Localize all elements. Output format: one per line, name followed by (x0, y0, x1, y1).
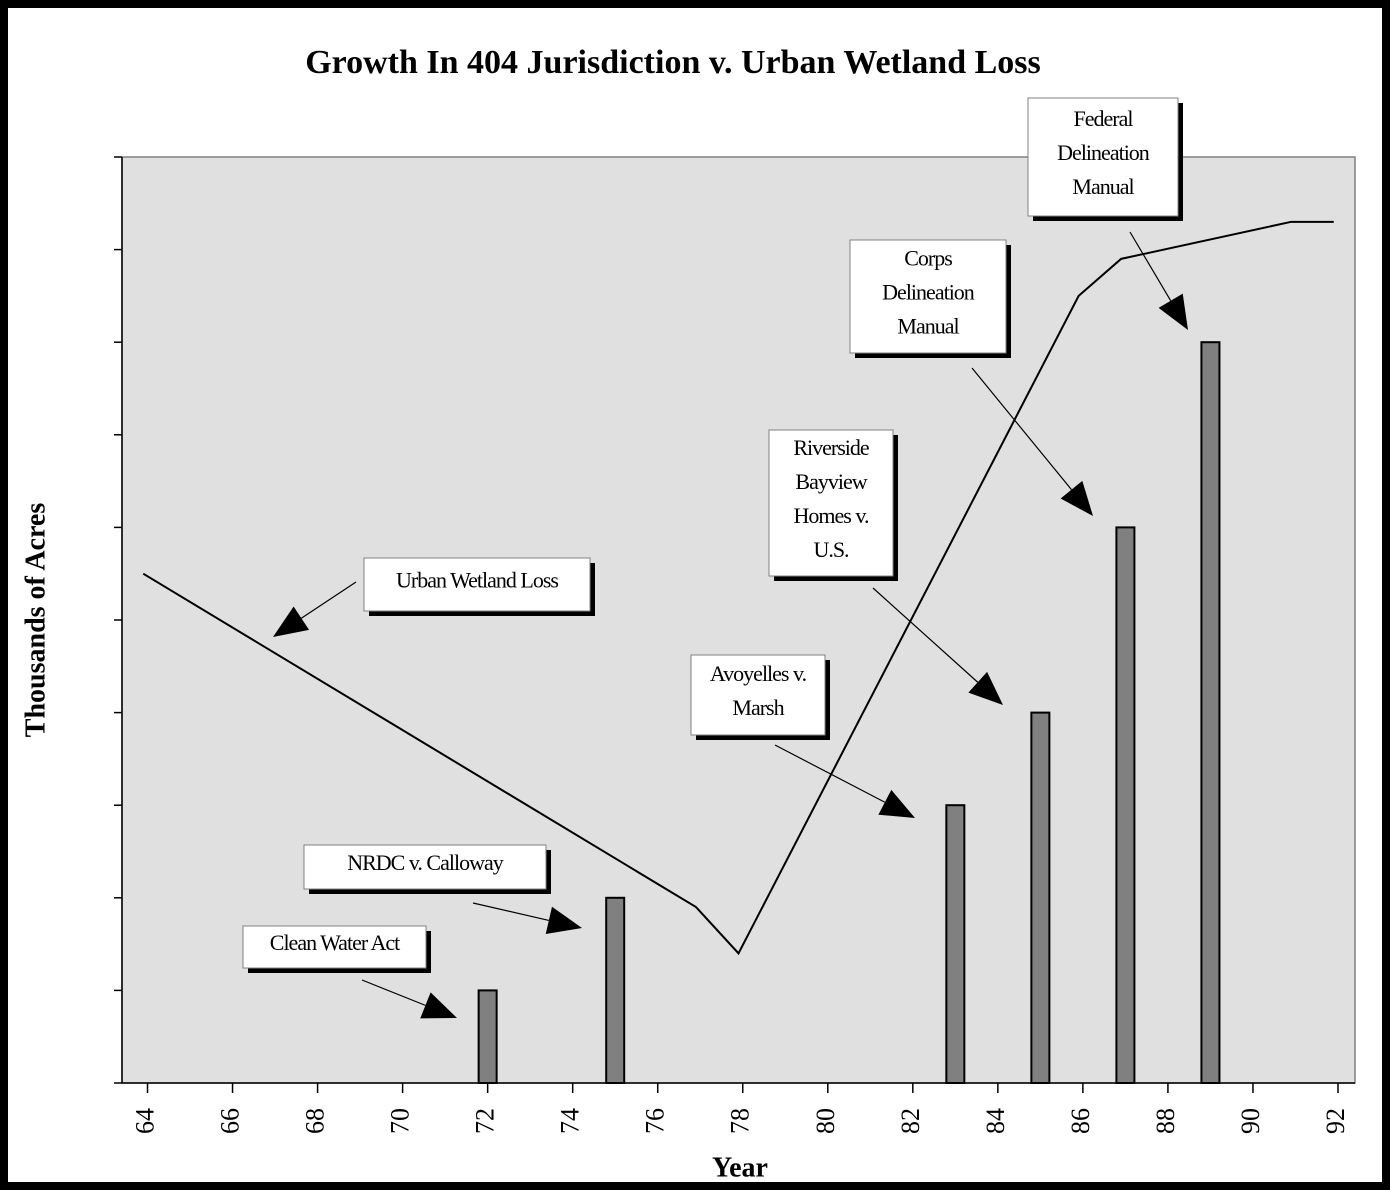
annotation-text: Homes v. (794, 503, 869, 528)
annotation-text: U.S. (813, 537, 849, 562)
x-tick-label: 64 (130, 1108, 159, 1134)
annotation-text: Delineation (1057, 140, 1150, 165)
annotation-text: Clean Water Act (270, 930, 400, 955)
x-tick-label: 76 (641, 1108, 670, 1134)
x-tick-label: 68 (301, 1108, 330, 1134)
annotation-text: Riverside (793, 435, 869, 460)
bar (1115, 526, 1136, 1084)
annotation-text: Manual (897, 314, 959, 339)
annotation-arrowhead (878, 789, 915, 818)
annotation-arrowhead (1158, 293, 1188, 330)
x-tick-label: 86 (1066, 1108, 1095, 1134)
bar (477, 989, 498, 1085)
bar (945, 804, 966, 1084)
annotation-text: Manual (1072, 174, 1134, 199)
bar (1200, 341, 1221, 1084)
x-tick-label: 72 (471, 1108, 500, 1134)
annotation-text: Federal (1074, 106, 1134, 131)
annotation-arrow (472, 902, 549, 921)
annotation-text: Avoyelles v. (710, 661, 807, 686)
annotation-arrowhead (1060, 480, 1093, 516)
x-tick-label: 92 (1321, 1108, 1350, 1134)
annotation-text: Bayview (795, 469, 867, 494)
annotation-arrowhead (420, 992, 457, 1019)
bar (605, 896, 626, 1084)
annotation-arrow (361, 979, 426, 1006)
x-axis-label: Year (712, 1152, 768, 1183)
annotation-text: Marsh (732, 695, 784, 720)
y-axis-label: Thousands of Acres (20, 503, 51, 738)
x-tick-label: 80 (811, 1108, 840, 1134)
annotation-arrow (301, 581, 357, 619)
annotation-text: Corps (904, 246, 952, 271)
annotation-box (1027, 97, 1179, 217)
annotation-box (242, 925, 427, 969)
x-tick-label: 82 (896, 1108, 925, 1134)
x-tick-label: 66 (216, 1108, 245, 1134)
loss-line (142, 220, 1334, 956)
annotation-arrowhead (968, 671, 1003, 705)
chart-title: Growth In 404 Jurisdiction v. Urban Wetl… (305, 44, 1041, 81)
annotation-text: NRDC v. Calloway (347, 850, 504, 875)
annotation-text: Urban Wetland Loss (396, 568, 558, 593)
annotation-arrow (971, 367, 1072, 491)
annotation-box (849, 239, 1007, 354)
annotation-arrow (872, 587, 979, 683)
x-tick-label: 70 (386, 1108, 415, 1134)
x-tick-label: 84 (981, 1108, 1010, 1134)
x-tick-label: 78 (726, 1108, 755, 1134)
x-tick-label: 74 (556, 1108, 585, 1134)
annotation-box (690, 654, 826, 736)
annotation-box (303, 844, 547, 890)
annotation-text: Delineation (882, 280, 975, 305)
annotation-box (363, 557, 591, 612)
bar (1030, 711, 1051, 1084)
annotation-arrowhead (273, 606, 310, 637)
annotation-arrow (1129, 231, 1172, 302)
annotation-box (768, 429, 894, 577)
annotation-arrowhead (545, 906, 582, 935)
x-tick-label: 90 (1236, 1108, 1265, 1134)
annotation-arrow (774, 744, 886, 803)
x-tick-label: 88 (1151, 1108, 1180, 1134)
